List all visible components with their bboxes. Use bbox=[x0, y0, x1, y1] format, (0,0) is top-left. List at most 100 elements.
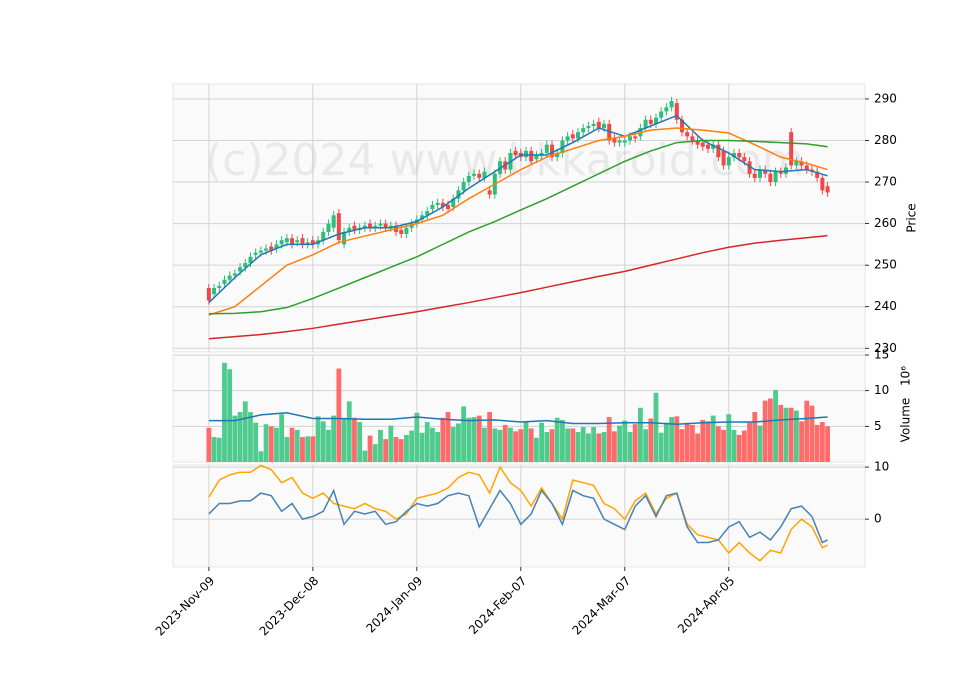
candle-body bbox=[607, 123, 612, 141]
candle-body bbox=[737, 152, 742, 158]
candle-body bbox=[653, 117, 658, 124]
candle-body bbox=[664, 107, 669, 112]
volume-bar bbox=[627, 432, 633, 462]
volume-bar bbox=[242, 401, 248, 462]
candle-body bbox=[529, 150, 534, 162]
candle-body bbox=[586, 125, 591, 129]
y-tick-label: 230 bbox=[874, 341, 897, 355]
candle-body bbox=[565, 136, 570, 141]
volume-bar bbox=[440, 417, 446, 462]
volume-bar bbox=[554, 417, 560, 462]
volume-bar bbox=[762, 400, 768, 462]
volume-bar bbox=[539, 422, 545, 462]
candle-body bbox=[596, 121, 601, 129]
candle-body bbox=[628, 136, 633, 141]
volume-bar bbox=[232, 415, 238, 462]
candle-body bbox=[633, 136, 638, 139]
volume-bar bbox=[211, 437, 217, 462]
candle-body bbox=[430, 204, 435, 210]
volume-bar bbox=[248, 412, 253, 462]
volume-bar bbox=[736, 434, 742, 462]
candle-body bbox=[648, 119, 653, 124]
volume-bar bbox=[378, 429, 383, 462]
volume-bar bbox=[305, 436, 311, 462]
volume-bar bbox=[705, 421, 711, 462]
candle-body bbox=[820, 177, 825, 191]
volume-bar bbox=[617, 425, 623, 462]
volume-bar bbox=[476, 415, 482, 462]
candle-body bbox=[570, 134, 575, 139]
volume-bar bbox=[274, 427, 279, 462]
volume-bar bbox=[757, 425, 763, 462]
candle-body bbox=[679, 119, 684, 133]
volume-bar bbox=[445, 412, 451, 462]
volume-bar bbox=[710, 415, 716, 462]
marks: (c)2024 www.bkkaroid.com bbox=[205, 96, 830, 562]
candle-body bbox=[404, 227, 409, 234]
candle-body bbox=[773, 171, 778, 183]
candle-body bbox=[539, 152, 544, 156]
y-tick-label: 10 bbox=[874, 383, 889, 397]
volume-bar bbox=[679, 429, 685, 462]
candle-body bbox=[804, 165, 809, 170]
volume-bar bbox=[674, 416, 680, 462]
candle-body bbox=[742, 157, 747, 162]
volume-bar bbox=[435, 432, 441, 462]
volume-bar bbox=[653, 392, 659, 462]
candle-body bbox=[825, 186, 830, 193]
volume-bar bbox=[700, 419, 706, 462]
volume-bar bbox=[383, 439, 389, 462]
candle-body bbox=[482, 171, 487, 178]
volume-bar bbox=[492, 428, 498, 462]
candle-body bbox=[227, 275, 232, 280]
volume-bar bbox=[294, 429, 300, 462]
candle-body bbox=[347, 227, 352, 232]
volume-bar bbox=[819, 422, 825, 462]
candle-body bbox=[685, 132, 690, 137]
volume-bar bbox=[560, 419, 565, 462]
candle-body bbox=[456, 190, 461, 199]
line bbox=[208, 127, 828, 316]
volume-bar bbox=[695, 433, 700, 462]
volume-bar bbox=[206, 427, 212, 462]
volume-bar bbox=[767, 398, 773, 462]
candle-body bbox=[815, 171, 820, 178]
volume-bar bbox=[461, 406, 467, 462]
candle-body bbox=[716, 144, 721, 158]
volume-bar bbox=[409, 430, 415, 462]
candle-body bbox=[726, 157, 731, 166]
volume-bar bbox=[523, 421, 529, 462]
volume-bar bbox=[601, 432, 607, 462]
candle-body bbox=[544, 144, 549, 153]
volume-bar bbox=[632, 424, 638, 462]
candle-body bbox=[274, 244, 279, 249]
price-axis-label: Price bbox=[905, 203, 919, 232]
candle-body bbox=[451, 198, 456, 207]
candle-body bbox=[622, 140, 627, 143]
y-tick-label: 280 bbox=[874, 133, 897, 147]
volume-bar bbox=[263, 424, 269, 462]
candle-body bbox=[752, 173, 757, 178]
candle-body bbox=[222, 279, 227, 284]
candle-body bbox=[232, 273, 237, 276]
volume-bar bbox=[284, 437, 290, 462]
volume-bar bbox=[508, 427, 513, 462]
candle-body bbox=[435, 202, 440, 205]
candle-body bbox=[477, 173, 482, 178]
line bbox=[208, 464, 828, 562]
y-tick-label: 250 bbox=[874, 258, 897, 272]
volume-bar bbox=[227, 369, 233, 462]
volume-bar bbox=[372, 444, 378, 462]
candle-body bbox=[643, 119, 648, 129]
candle-body bbox=[388, 225, 393, 228]
candle-body bbox=[352, 225, 357, 230]
candle-body bbox=[555, 152, 560, 158]
volume-bar bbox=[466, 417, 472, 462]
candle-body bbox=[243, 263, 248, 268]
x-tick-label: 2024-Mar-07 bbox=[570, 574, 634, 638]
volume-bar bbox=[456, 423, 461, 462]
candle-body bbox=[420, 215, 425, 220]
volume-bar bbox=[648, 418, 654, 462]
y-tick-label: 15 bbox=[874, 348, 889, 362]
